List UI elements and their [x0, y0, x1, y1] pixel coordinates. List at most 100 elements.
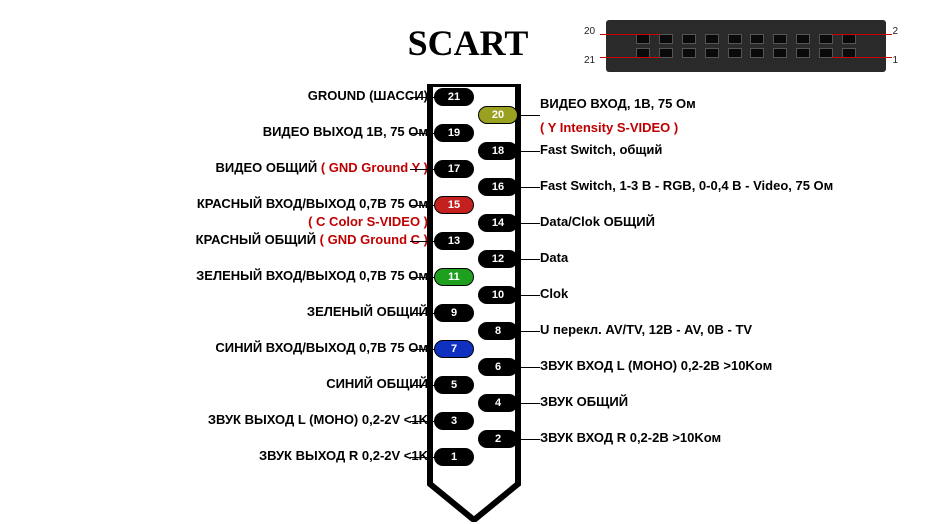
- label-text: GROUND (ШАССИ): [308, 88, 428, 103]
- pin-14-capsule: 14: [478, 214, 518, 232]
- label-text: КРАСНЫЙ ВХОД/ВЫХОД 0,7В 75 Ом: [197, 196, 428, 211]
- pin-2-capsule: 2: [478, 430, 518, 448]
- lead-line: [410, 313, 436, 314]
- label-text: ВИДЕО ВХОД, 1В, 75 Ом: [540, 96, 696, 111]
- label-text: ЗВУК ВЫХОД R 0,2-2V <1K: [259, 448, 428, 463]
- pin-15-capsule: 15: [434, 196, 474, 214]
- label-text: ВИДЕО ОБЩИЙ: [215, 160, 317, 175]
- pin-21-label: GROUND (ШАССИ): [308, 88, 428, 103]
- connector-hole-icon: [636, 34, 650, 44]
- diagram-title: SCART: [408, 22, 529, 64]
- connector-hole-icon: [682, 34, 696, 44]
- lead-line: [410, 169, 436, 170]
- arrow-icon: [832, 57, 892, 58]
- pin-16-capsule: 16: [478, 178, 518, 196]
- label-text: Fast Switch, 1-3 В - RGB, 0-0,4 В - Vide…: [540, 178, 833, 193]
- pin-11-label: ЗЕЛЕНЫЙ ВХОД/ВЫХОД 0,7В 75 Ом: [196, 268, 428, 283]
- pin-13-label: КРАСНЫЙ ОБЩИЙ ( GND Ground C ): [196, 232, 428, 247]
- pin-7-capsule: 7: [434, 340, 474, 358]
- pin-7-label: СИНИЙ ВХОД/ВЫХОД 0,7В 75 Ом: [215, 340, 428, 355]
- pin-6-label: ЗВУК ВХОД L (МОНО) 0,2-2В >10Kом: [540, 358, 772, 373]
- connector-hole-icon: [773, 34, 787, 44]
- connector-photo: 20 21 2 1: [606, 20, 886, 72]
- lead-line: [410, 205, 436, 206]
- connector-hole-icon: [705, 34, 719, 44]
- label-text: ЗВУК ОБЩИЙ: [540, 394, 628, 409]
- label-text: ЗЕЛЕНЫЙ ОБЩИЙ: [307, 304, 428, 319]
- pin-19-capsule: 19: [434, 124, 474, 142]
- connector-hole-icon: [796, 34, 810, 44]
- label-text: ЗВУК ВХОД L (МОНО) 0,2-2В >10Kом: [540, 358, 772, 373]
- pin-5-capsule: 5: [434, 376, 474, 394]
- label-note: ( GND Ground C ): [316, 232, 428, 247]
- lead-line: [516, 439, 540, 440]
- connector-hole-icon: [659, 34, 673, 44]
- photo-row-top: [636, 34, 856, 44]
- photo-row-bot: [636, 48, 856, 58]
- label-text: Clok: [540, 286, 568, 301]
- lead-line: [516, 331, 540, 332]
- label-text: Data/Clok ОБЩИЙ: [540, 214, 655, 229]
- photo-pin-21: 21: [584, 55, 595, 66]
- arrow-icon: [832, 34, 892, 35]
- connector-hole-icon: [728, 48, 742, 58]
- pin-note-label: ( C Color S-VIDEO ): [308, 214, 428, 229]
- lead-line: [516, 151, 540, 152]
- pin-5-label: СИНИЙ ОБЩИЙ: [326, 376, 428, 391]
- pin-15-label: КРАСНЫЙ ВХОД/ВЫХОД 0,7В 75 Ом: [197, 196, 428, 211]
- connector-hole-icon: [728, 34, 742, 44]
- label-text: Data: [540, 250, 568, 265]
- lead-line: [516, 367, 540, 368]
- pin-8-label: U перекл. AV/TV, 12В - AV, 0В - TV: [540, 322, 752, 337]
- pin-note-label: ( Y Intensity S-VIDEO ): [540, 120, 678, 135]
- pin-13-capsule: 13: [434, 232, 474, 250]
- pin-1-label: ЗВУК ВЫХОД R 0,2-2V <1K: [259, 448, 428, 463]
- label-text: ВИДЕО ВЫХОД 1В, 75 Ом: [263, 124, 428, 139]
- pin-4-label: ЗВУК ОБЩИЙ: [540, 394, 628, 409]
- connector-hole-icon: [796, 48, 810, 58]
- connector-hole-icon: [750, 34, 764, 44]
- pin-20-capsule: 20: [478, 106, 518, 124]
- label-text: Fast Switch, общий: [540, 142, 662, 157]
- lead-line: [516, 115, 540, 116]
- lead-line: [516, 223, 540, 224]
- lead-line: [410, 97, 436, 98]
- connector-hole-icon: [819, 48, 833, 58]
- pin-4-capsule: 4: [478, 394, 518, 412]
- label-text: СИНИЙ ОБЩИЙ: [326, 376, 428, 391]
- pin-10-label: Clok: [540, 286, 568, 301]
- pin-16-label: Fast Switch, 1-3 В - RGB, 0-0,4 В - Vide…: [540, 178, 833, 193]
- photo-pin-1: 1: [892, 55, 898, 66]
- pin-10-capsule: 10: [478, 286, 518, 304]
- arrow-icon: [600, 34, 660, 35]
- pin-2-label: ЗВУК ВХОД R 0,2-2В >10Kом: [540, 430, 721, 445]
- pin-20-label: ВИДЕО ВХОД, 1В, 75 Ом: [540, 96, 696, 111]
- pin-6-capsule: 6: [478, 358, 518, 376]
- pin-9-capsule: 9: [434, 304, 474, 322]
- connector-hole-icon: [682, 48, 696, 58]
- pin-17-capsule: 17: [434, 160, 474, 178]
- pin-19-label: ВИДЕО ВЫХОД 1В, 75 Ом: [263, 124, 428, 139]
- pin-17-label: ВИДЕО ОБЩИЙ ( GND Ground Y ): [215, 160, 428, 175]
- pin-18-label: Fast Switch, общий: [540, 142, 662, 157]
- label-text: ЗЕЛЕНЫЙ ВХОД/ВЫХОД 0,7В 75 Ом: [196, 268, 428, 283]
- label-note: ( C Color S-VIDEO ): [308, 214, 428, 229]
- label-text: ЗВУК ВХОД R 0,2-2В >10Kом: [540, 430, 721, 445]
- arrow-icon: [600, 57, 660, 58]
- lead-line: [410, 133, 436, 134]
- pin-11-capsule: 11: [434, 268, 474, 286]
- pin-21-capsule: 21: [434, 88, 474, 106]
- label-text: КРАСНЫЙ ОБЩИЙ: [196, 232, 316, 247]
- lead-line: [410, 241, 436, 242]
- lead-line: [410, 421, 436, 422]
- connector-hole-icon: [705, 48, 719, 58]
- connector-hole-icon: [750, 48, 764, 58]
- connector-hole-icon: [819, 34, 833, 44]
- lead-line: [410, 349, 436, 350]
- lead-line: [516, 403, 540, 404]
- connector-hole-icon: [659, 48, 673, 58]
- pin-14-label: Data/Clok ОБЩИЙ: [540, 214, 655, 229]
- label-note: ( Y Intensity S-VIDEO ): [540, 120, 678, 135]
- connector-hole-icon: [773, 48, 787, 58]
- pin-3-capsule: 3: [434, 412, 474, 430]
